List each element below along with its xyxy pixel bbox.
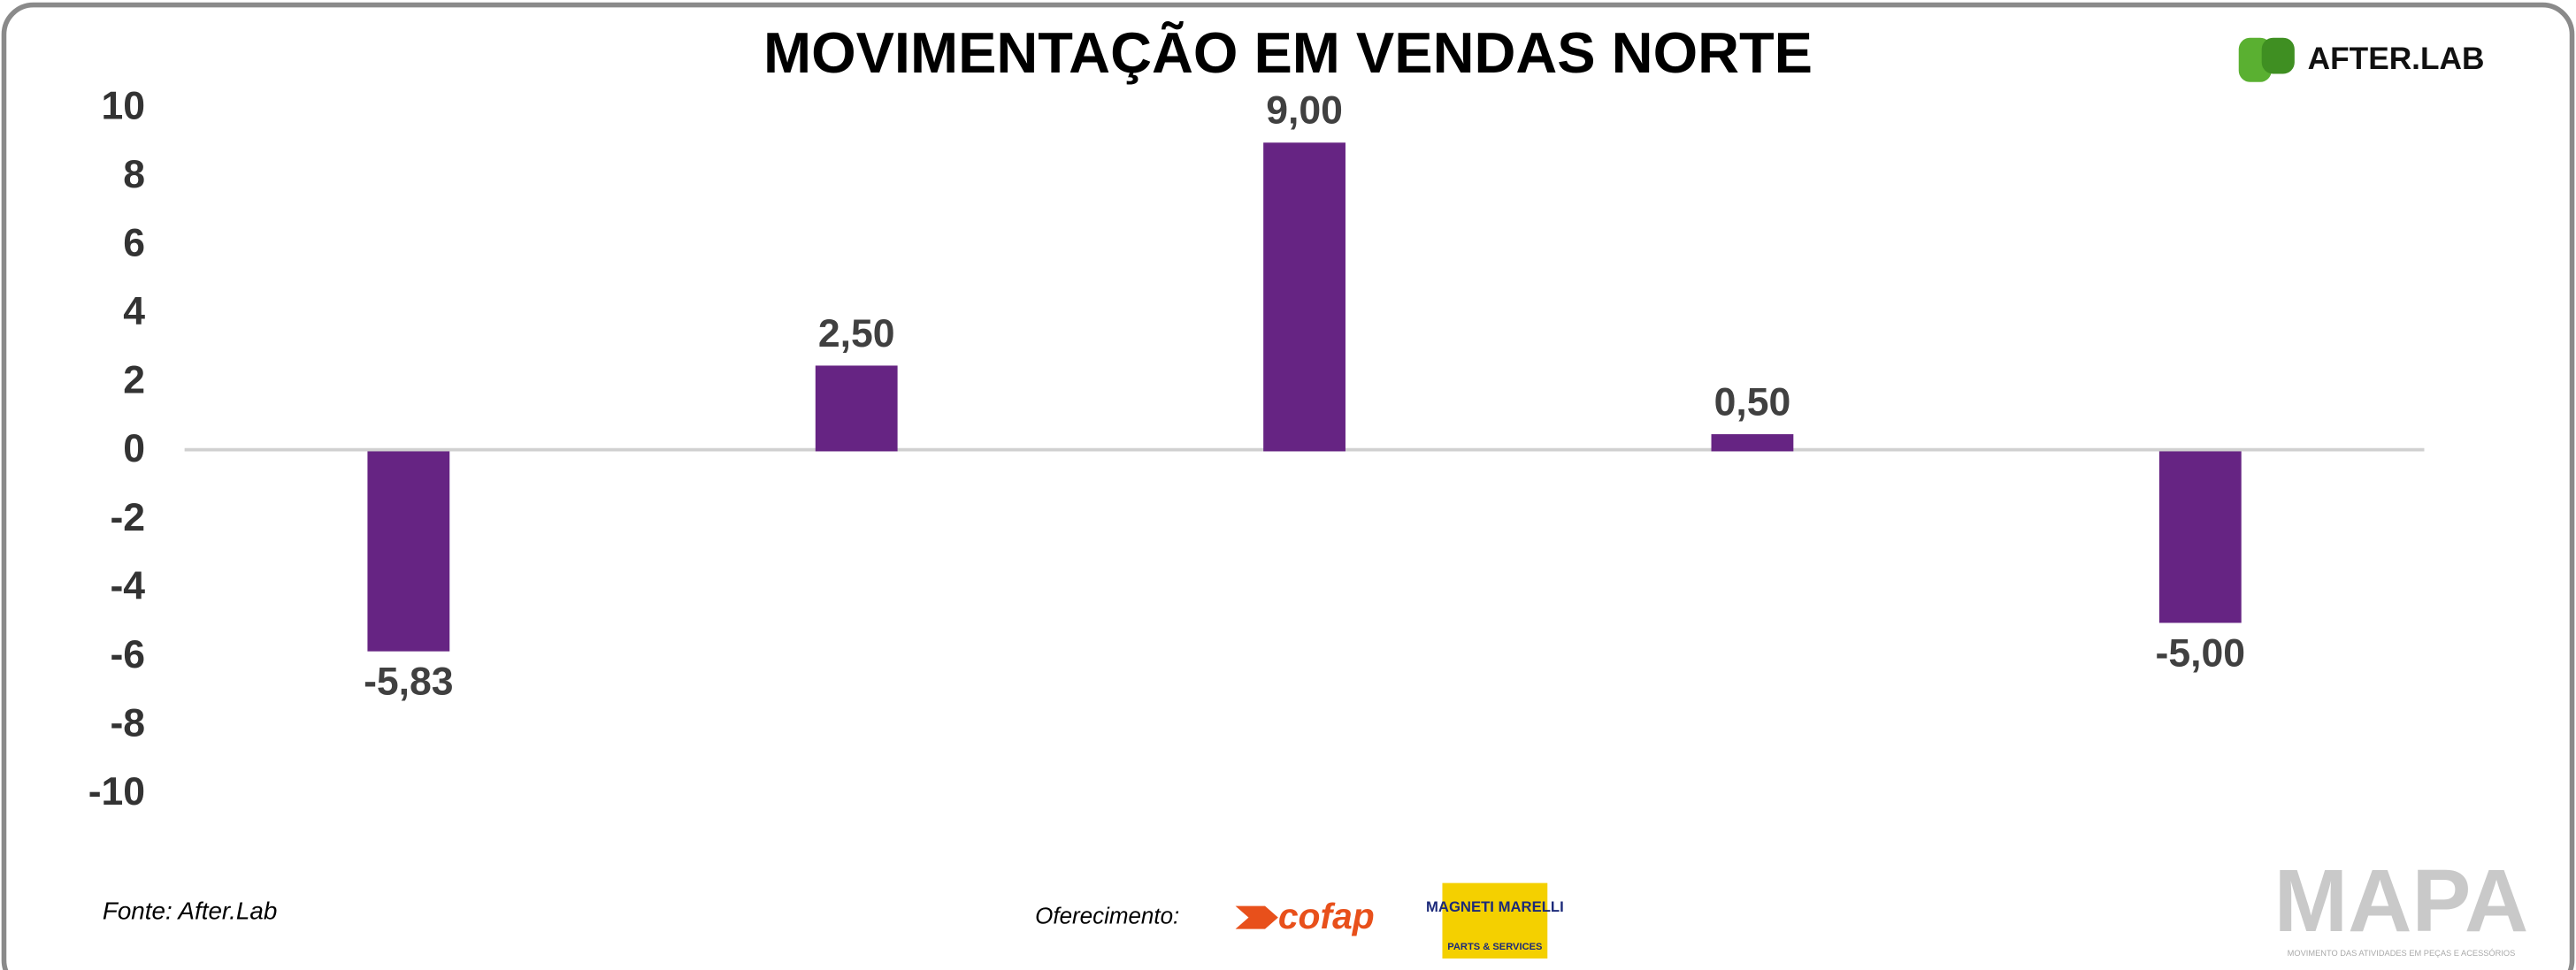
magneti-logo: MAGNETI MARELLI PARTS & SERVICES bbox=[1426, 882, 1564, 959]
chart-title: MOVIMENTAÇÃO EM VENDAS NORTE bbox=[763, 20, 1813, 85]
mapa-logo: MAPA bbox=[2274, 852, 2529, 951]
y-tick-label: 4 bbox=[123, 290, 145, 333]
y-tick-label: 6 bbox=[123, 221, 145, 264]
magneti-top: MAGNETI MARELLI bbox=[1426, 898, 1564, 915]
bar bbox=[1711, 434, 1794, 452]
cofap-text: cofap bbox=[1278, 896, 1375, 936]
value-label: -5,00 bbox=[2156, 631, 2245, 675]
value-label: 9,00 bbox=[1266, 89, 1343, 133]
magneti-bottom: PARTS & SERVICES bbox=[1447, 942, 1542, 952]
cofap-logo: cofap bbox=[1235, 896, 1375, 936]
source: Fonte: After.Lab bbox=[103, 897, 278, 924]
sponsor-label: Oferecimento: bbox=[1035, 902, 1179, 928]
mapa-tagline: MOVIMENTO DAS ATIVIDADES EM PEÇAS E ACES… bbox=[2288, 949, 2516, 958]
bar bbox=[815, 365, 898, 452]
y-tick-label: -6 bbox=[110, 633, 145, 676]
afterlab-text: AFTER.LAB bbox=[2308, 42, 2485, 76]
y-tick-label: -8 bbox=[110, 702, 145, 745]
value-label: -5,83 bbox=[364, 661, 454, 704]
value-label: 0,50 bbox=[1714, 380, 1791, 424]
y-tick-label: -2 bbox=[110, 496, 145, 539]
bar bbox=[1263, 142, 1346, 452]
afterlab-logo: AFTER.LAB bbox=[2238, 37, 2485, 82]
y-tick-label: 0 bbox=[123, 427, 145, 470]
y-tick-label: -4 bbox=[110, 564, 145, 607]
y-tick-label: -10 bbox=[88, 770, 145, 813]
bar bbox=[367, 451, 450, 652]
bar bbox=[2158, 451, 2242, 623]
y-tick-label: 2 bbox=[123, 359, 145, 402]
value-label: 2,50 bbox=[818, 312, 895, 355]
y-tick-label: 8 bbox=[123, 153, 145, 196]
y-tick-label: 10 bbox=[102, 84, 146, 127]
